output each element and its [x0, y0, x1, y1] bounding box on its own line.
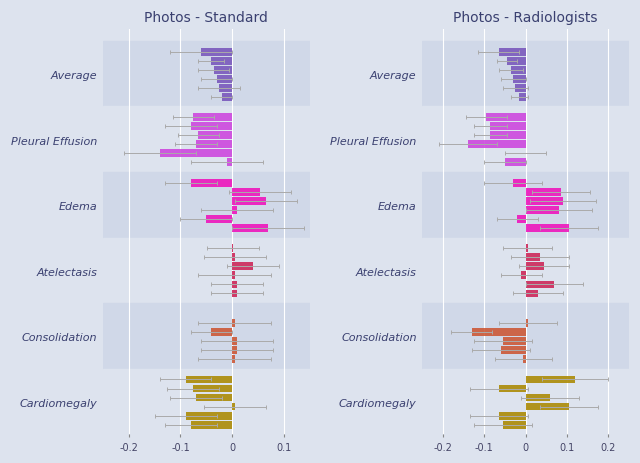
Bar: [513, 180, 525, 188]
Bar: [232, 290, 237, 298]
Bar: [507, 58, 525, 66]
Bar: [232, 338, 237, 345]
Bar: [232, 206, 237, 214]
Bar: [232, 403, 235, 411]
Bar: [191, 421, 232, 429]
Bar: [193, 385, 232, 393]
Bar: [499, 412, 525, 419]
Bar: [422, 42, 629, 107]
Bar: [186, 412, 232, 419]
Bar: [486, 114, 525, 122]
Bar: [103, 369, 310, 434]
Bar: [503, 338, 525, 345]
Bar: [103, 173, 310, 238]
Bar: [232, 245, 233, 253]
Bar: [525, 281, 554, 289]
Bar: [214, 67, 232, 75]
Bar: [211, 328, 232, 336]
Bar: [422, 369, 629, 434]
Bar: [499, 385, 525, 393]
Bar: [500, 346, 525, 354]
Title: Photos - Standard: Photos - Standard: [144, 11, 268, 25]
Bar: [227, 159, 232, 167]
Bar: [525, 403, 569, 411]
Bar: [422, 303, 629, 369]
Bar: [490, 132, 525, 140]
Bar: [193, 114, 232, 122]
Bar: [525, 198, 563, 206]
Bar: [525, 254, 540, 262]
Bar: [219, 85, 232, 93]
Bar: [422, 238, 629, 303]
Bar: [191, 180, 232, 188]
Bar: [525, 290, 538, 298]
Bar: [232, 254, 235, 262]
Bar: [232, 263, 253, 271]
Bar: [525, 319, 527, 327]
Bar: [103, 42, 310, 107]
Title: Photos - Radiologists: Photos - Radiologists: [453, 11, 598, 25]
Bar: [525, 188, 561, 196]
Bar: [525, 376, 575, 384]
Bar: [519, 94, 525, 101]
Bar: [232, 355, 235, 363]
Bar: [515, 85, 525, 93]
Bar: [232, 272, 235, 280]
Bar: [198, 132, 232, 140]
Bar: [468, 141, 525, 149]
Bar: [232, 198, 266, 206]
Bar: [525, 206, 559, 214]
Bar: [232, 281, 237, 289]
Bar: [160, 150, 232, 158]
Bar: [186, 376, 232, 384]
Bar: [232, 188, 260, 196]
Bar: [525, 263, 544, 271]
Bar: [191, 123, 232, 131]
Bar: [216, 75, 232, 83]
Bar: [525, 394, 550, 401]
Bar: [472, 328, 525, 336]
Bar: [196, 141, 232, 149]
Bar: [103, 238, 310, 303]
Bar: [490, 123, 525, 131]
Bar: [524, 355, 525, 363]
Bar: [525, 225, 569, 232]
Bar: [211, 58, 232, 66]
Bar: [422, 107, 629, 173]
Bar: [206, 215, 232, 223]
Bar: [422, 173, 629, 238]
Bar: [232, 319, 235, 327]
Bar: [525, 245, 527, 253]
Bar: [221, 94, 232, 101]
Bar: [503, 421, 525, 429]
Bar: [201, 49, 232, 56]
Bar: [103, 107, 310, 173]
Bar: [232, 225, 268, 232]
Bar: [232, 346, 237, 354]
Bar: [103, 303, 310, 369]
Bar: [517, 215, 525, 223]
Bar: [513, 75, 525, 83]
Bar: [499, 49, 525, 56]
Bar: [522, 272, 525, 280]
Bar: [196, 394, 232, 401]
Bar: [505, 159, 525, 167]
Bar: [511, 67, 525, 75]
